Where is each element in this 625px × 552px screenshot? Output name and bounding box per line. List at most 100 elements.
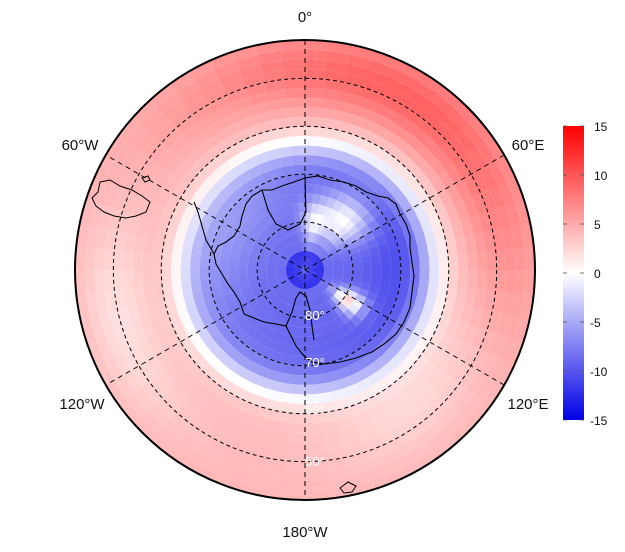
field-cell (147, 161, 167, 184)
field-cell (390, 259, 401, 272)
field-cell (367, 121, 388, 139)
field-cell (412, 379, 434, 400)
field-cell (272, 230, 283, 242)
field-cell (176, 113, 200, 135)
field-cell (261, 285, 272, 294)
field-cell (213, 461, 240, 480)
field-cell (151, 268, 163, 287)
field-cell (161, 282, 174, 300)
field-cell (329, 250, 341, 259)
field-cell (140, 381, 163, 405)
field-cell (335, 289, 347, 299)
field-cell (308, 278, 315, 288)
field-cell (333, 262, 344, 268)
field-cell (303, 412, 322, 424)
field-cell (459, 303, 474, 326)
field-cell (297, 270, 305, 277)
field-cell (95, 224, 109, 249)
field-cell (133, 285, 146, 306)
field-cell (339, 375, 356, 389)
field-cell (486, 309, 502, 335)
field-cell (283, 282, 293, 292)
graticule (105, 40, 505, 500)
field-cell (278, 255, 289, 263)
field-cell (265, 316, 277, 329)
field-cell (340, 250, 351, 259)
field-cell (303, 432, 324, 443)
field-cell (277, 382, 293, 394)
field-cell (384, 401, 407, 421)
field-cell (347, 303, 360, 316)
field-cell (271, 247, 282, 256)
field-cell (505, 338, 524, 366)
field-cell (277, 136, 294, 149)
field-cell (265, 378, 282, 392)
field-cell (420, 134, 442, 156)
field-cell (319, 281, 329, 290)
field-cell (435, 284, 448, 302)
field-cell (305, 135, 321, 147)
field-cell (506, 176, 525, 205)
field-cell (285, 265, 296, 269)
field-cell (286, 97, 307, 108)
field-cell (316, 246, 325, 256)
field-cell (377, 243, 390, 255)
field-cell (94, 267, 105, 293)
field-cell (348, 54, 376, 71)
field-cell (389, 409, 413, 429)
field-cell (220, 285, 233, 297)
field-cell (156, 369, 177, 392)
field-cell (327, 379, 344, 393)
field-cell (467, 146, 489, 172)
field-cell (495, 155, 517, 183)
colorbar-gradient (563, 126, 584, 420)
field-cell (302, 260, 305, 270)
field-cell (310, 277, 318, 286)
field-cell (426, 283, 439, 300)
field-cell (328, 308, 339, 321)
field-cell (228, 253, 240, 263)
field-cell (317, 282, 327, 292)
field-cell (233, 418, 255, 435)
field-cell (142, 284, 156, 304)
field-cell (314, 245, 323, 255)
field-cell (387, 217, 402, 232)
field-cell (355, 147, 374, 163)
field-cell (266, 237, 277, 248)
field-cell (305, 270, 309, 280)
field-cell (305, 59, 330, 71)
field-cell (231, 478, 260, 495)
field-cell (428, 346, 447, 368)
field-cell (234, 105, 257, 122)
field-cell (419, 385, 441, 407)
field-cell (514, 270, 526, 296)
field-cell (172, 358, 192, 380)
field-cell (273, 196, 285, 209)
field-cell (289, 257, 298, 265)
field-cell (188, 389, 210, 410)
field-cell (338, 246, 349, 255)
field-cell (295, 269, 305, 272)
field-cell (324, 241, 334, 251)
field-cell (311, 276, 320, 285)
antarctica-coastline (193, 175, 415, 365)
field-cell (290, 243, 298, 254)
field-cell (258, 160, 274, 174)
field-cell (155, 425, 182, 449)
field-cell (293, 253, 301, 263)
field-cell (433, 120, 456, 144)
field-cell (328, 148, 345, 162)
field-cell (289, 296, 297, 307)
field-cell (419, 256, 430, 272)
field-cell (312, 344, 323, 356)
field-cell (404, 173, 423, 193)
field-cell (269, 281, 281, 290)
field-cell (132, 415, 158, 441)
field-cell (487, 332, 506, 358)
field-cell (305, 262, 312, 270)
field-cell (195, 342, 213, 360)
field-cell (274, 351, 288, 364)
field-cell (276, 273, 287, 279)
field-cell (346, 470, 374, 487)
field-cell (258, 297, 270, 309)
